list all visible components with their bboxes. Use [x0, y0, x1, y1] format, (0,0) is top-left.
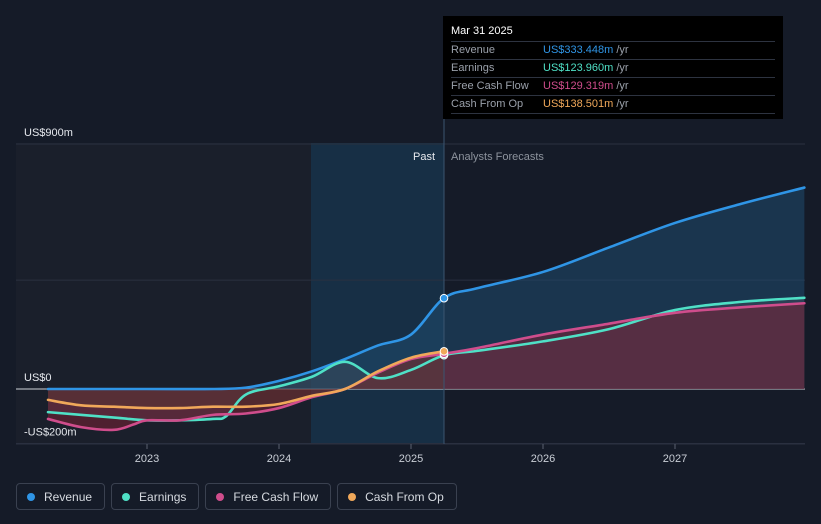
y-axis-label: US$0	[24, 372, 52, 384]
legend-dot-icon	[122, 492, 131, 501]
tooltip-label: Cash From Op	[451, 98, 524, 110]
legend-label: Cash From Op	[365, 489, 444, 504]
x-tick-label: 2026	[531, 453, 555, 465]
tooltip-value: US$129.319m	[543, 80, 614, 92]
tooltip-value: US$333.448m	[543, 44, 614, 56]
y-axis-labels: US$900m US$0 -US$200m	[24, 127, 77, 438]
hover-markers	[439, 293, 449, 360]
x-tick-label: 2023	[135, 453, 159, 465]
series-area	[48, 303, 805, 430]
tooltip-row: Earnings US$123.960m/yr	[451, 60, 775, 78]
legend-dot-icon	[348, 492, 357, 501]
tooltip-value: US$123.960m	[543, 62, 614, 74]
forecast-label: Analysts Forecasts	[451, 151, 544, 163]
legend-item[interactable]: Revenue	[16, 483, 106, 510]
x-axis-ticks: 2023 2024 2025 2026 2027	[135, 444, 687, 465]
legend-dot-icon	[27, 492, 35, 501]
series-line	[46, 186, 806, 391]
legend: Revenue Earnings Free Cash Flow Cash From O…	[16, 483, 457, 510]
x-tick-label: 2025	[399, 453, 423, 465]
y-axis-label: US$900m	[24, 127, 73, 139]
legend-item[interactable]: Earnings	[111, 483, 200, 510]
tooltip-unit: /yr	[616, 44, 629, 56]
series-marker	[439, 293, 449, 303]
tooltip-unit: /yr	[616, 80, 629, 92]
tooltip-row: Cash From Op US$138.501m/yr	[451, 96, 775, 114]
tooltip-panel: Mar 31 2025 Revenue US$333.448m/yr Earning…	[443, 16, 783, 119]
legend-label: Earnings	[139, 489, 187, 504]
past-label: Past	[413, 151, 435, 163]
x-tick-label: 2024	[267, 453, 291, 465]
series-lines	[46, 186, 806, 432]
tooltip-unit: /yr	[616, 98, 629, 110]
tooltip-label: Revenue	[451, 44, 496, 56]
tooltip-row: Revenue US$333.448m/yr	[451, 42, 775, 60]
legend-label: Revenue	[44, 489, 93, 504]
tooltip-unit: /yr	[616, 62, 629, 74]
legend-label: Free Cash Flow	[233, 489, 319, 504]
series-marker	[439, 346, 449, 356]
tooltip-label: Earnings	[451, 62, 495, 74]
legend-item[interactable]: Free Cash Flow	[205, 483, 332, 510]
tooltip-value: US$138.501m	[543, 98, 614, 110]
tooltip-date: Mar 31 2025	[451, 24, 775, 42]
series-line	[46, 349, 446, 410]
past-shade-highlight	[311, 143, 444, 444]
series-area	[48, 351, 444, 409]
tooltip-label: Free Cash Flow	[451, 80, 529, 92]
y-axis-label: -US$200m	[24, 426, 77, 438]
tooltip-row: Free Cash Flow US$129.319m/yr	[451, 78, 775, 96]
x-tick-label: 2027	[663, 453, 687, 465]
legend-item[interactable]: Cash From Op	[337, 483, 457, 510]
legend-dot-icon	[216, 492, 225, 501]
